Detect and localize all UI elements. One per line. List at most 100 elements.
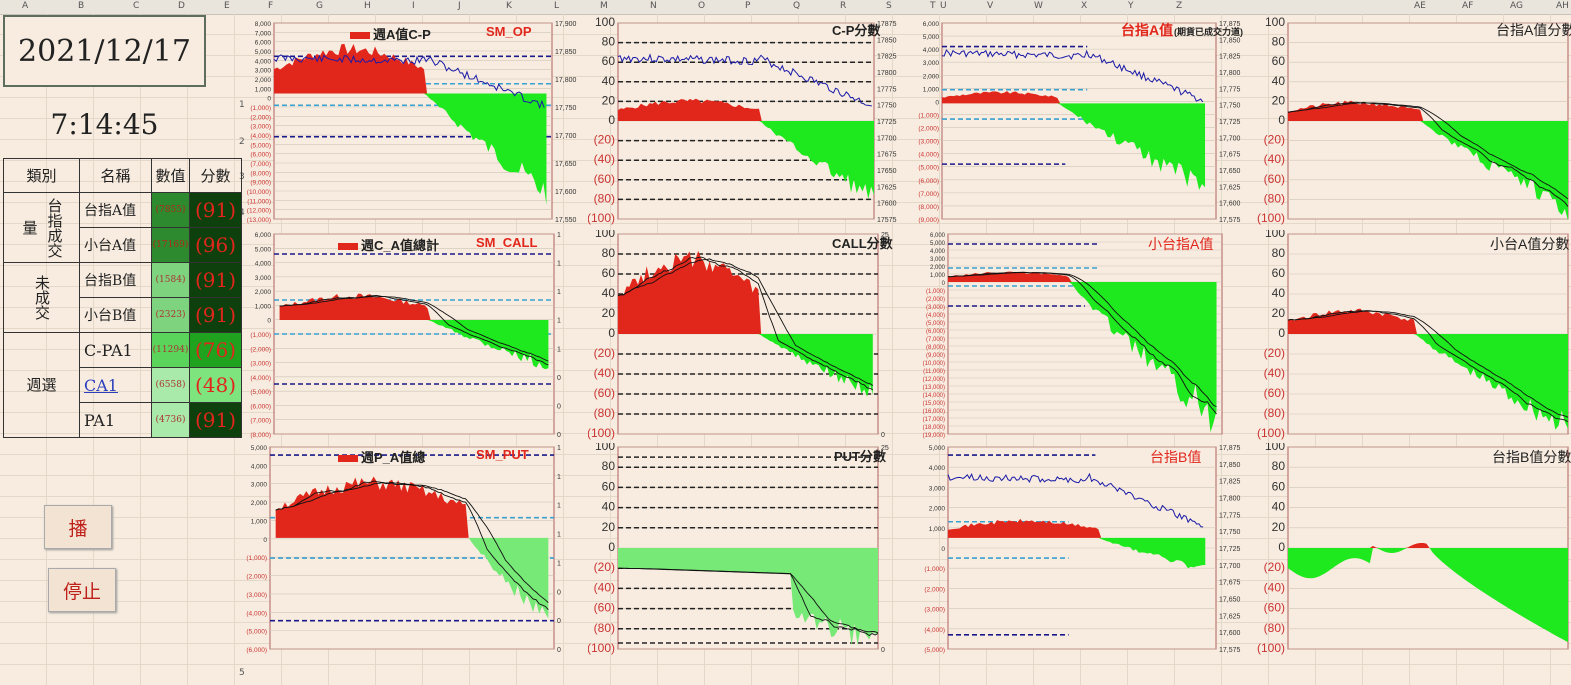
axis-tick-label: (7,000) xyxy=(918,191,939,198)
moving-average-line xyxy=(1287,310,1569,418)
axis-tick-label: 1 xyxy=(557,346,561,353)
axis-tick-label: (40) xyxy=(594,580,615,594)
axis-tick-label: (4,000) xyxy=(250,375,271,382)
axis-tick-label: (19,000) xyxy=(923,433,945,439)
axis-tick-label: 17725 xyxy=(877,119,897,126)
axis-tick-label: 17,800 xyxy=(555,77,577,84)
row-score: (91) xyxy=(189,192,242,228)
axis-tick-label: 1 xyxy=(557,532,561,539)
axis-tick-label: 40 xyxy=(1272,500,1286,514)
axis-tick-label: 40 xyxy=(602,286,616,300)
axis-tick-label: (40) xyxy=(594,366,615,380)
axis-tick-label: 20 xyxy=(1272,306,1286,320)
chart-svg: 100 80 60 40 20 0 (20) (40) (60) (80) (100) xyxy=(1257,17,1569,225)
column-header: G xyxy=(316,1,323,11)
axis-tick-label: 17,825 xyxy=(1219,479,1241,486)
row-name: 小台A值 xyxy=(79,227,152,263)
chart-svg: 6,000 5,000 4,000 3,000 2,000 1,000 0 (1,000) (2… xyxy=(250,232,561,439)
axis-tick-label: 0 xyxy=(557,432,561,439)
row-value: (6558) xyxy=(151,367,190,403)
stop-button[interactable]: 停止 xyxy=(48,568,116,612)
row-value: (2323) xyxy=(151,297,190,333)
axis-tick-label: (10,000) xyxy=(247,189,271,196)
positive-area xyxy=(948,271,1217,282)
row-name: C-PA1 xyxy=(79,332,152,368)
axis-tick-label: 4,000 xyxy=(929,465,946,472)
axis-tick-label: (11,000) xyxy=(923,369,945,375)
axis-tick-label: (9,000) xyxy=(918,217,939,224)
axis-tick-label: (2,000) xyxy=(246,574,267,581)
axis-tick-label: (1,000) xyxy=(250,105,271,112)
axis-tick-label: 17,800 xyxy=(1219,496,1241,503)
positive-area xyxy=(618,250,873,334)
axis-tick-label: (6,000) xyxy=(918,178,939,185)
tx-b-score-title: 台指B值分數 xyxy=(1492,449,1571,465)
moving-average-line xyxy=(1287,310,1569,423)
axis-tick-label: 1 xyxy=(557,289,561,296)
axis-tick-label: 80 xyxy=(602,35,616,49)
column-header: I xyxy=(412,1,415,11)
table-header-row: 類別 名稱 數值 分數 xyxy=(3,158,242,193)
axis-tick-label: 17,625 xyxy=(1219,613,1241,620)
axis-tick-label: 40 xyxy=(602,74,616,88)
play-button[interactable]: 播 xyxy=(44,505,112,549)
negative-area xyxy=(618,548,878,646)
column-header: Q xyxy=(793,1,801,11)
axis-tick-label: (4,000) xyxy=(250,133,271,140)
legend-text: 週P_A值總 xyxy=(361,450,426,465)
column-header: AF xyxy=(1462,1,1474,11)
axis-tick-label: 0 xyxy=(941,546,945,553)
cp-score-chart: 100 80 60 40 20 0 (20) (40) (60) (80) (100) 17875 17… xyxy=(588,17,908,225)
tx-a-note: (期貨已成交力道) xyxy=(1174,27,1243,37)
axis-tick-label: 1 xyxy=(557,318,561,325)
axis-tick-label: 17,875 xyxy=(1219,21,1241,28)
axis-tick-label: 5,000 xyxy=(255,49,272,56)
axis-tick-label: (12,000) xyxy=(923,377,945,383)
weekly-call-chart: 6,000 5,000 4,000 3,000 2,000 1,000 0 (1,000) (2… xyxy=(244,230,588,440)
axis-tick-label: (20) xyxy=(1264,560,1285,574)
axis-tick-label: 0 xyxy=(557,403,561,410)
moving-average-line xyxy=(947,271,1217,415)
legend-weekly-call: 週C_A值總計 xyxy=(338,235,439,254)
axis-tick-label: 100 xyxy=(595,443,615,453)
axis-tick-label: 17,575 xyxy=(1219,217,1241,224)
axis-tick-label: 17,775 xyxy=(1219,512,1241,519)
axis-tick-label: 5,000 xyxy=(255,246,272,253)
axis-tick-label: (6,000) xyxy=(250,152,271,159)
axis-tick-label: (2,000) xyxy=(918,126,939,133)
axis-tick-label: 4,000 xyxy=(255,58,272,65)
axis-tick-label: 40 xyxy=(602,500,616,514)
axis-tick-label: (4,000) xyxy=(246,610,267,617)
moving-average-line xyxy=(279,295,549,366)
chart-svg: 8,000 7,000 6,000 5,000 4,000 3,000 2,000 1,000… xyxy=(247,21,577,224)
table-row: CA1 (6558) (48) xyxy=(4,367,242,403)
moving-average-line xyxy=(617,258,874,386)
row-number: 4 xyxy=(239,208,245,218)
row-name: 小台B值 xyxy=(79,297,152,333)
axis-tick-label: 0 xyxy=(942,281,946,287)
axis-tick-label: (80) xyxy=(594,621,615,635)
row-score: (91) xyxy=(189,402,242,438)
axis-tick-label: 0 xyxy=(557,647,561,654)
axis-tick-label: 17,725 xyxy=(1219,546,1241,553)
axis-tick-label: 4,000 xyxy=(255,261,272,268)
positive-area xyxy=(279,293,549,320)
axis-tick-label: 1 xyxy=(557,474,561,481)
negative-area xyxy=(948,537,1206,569)
legend-swatch xyxy=(350,32,370,40)
axis-tick-label: (2,000) xyxy=(250,114,271,121)
axis-tick-label: 20 xyxy=(602,93,616,107)
axis-tick-label: 0 xyxy=(267,96,271,103)
ca1-link[interactable]: CA1 xyxy=(79,367,152,403)
axis-tick-label: (3,000) xyxy=(926,305,945,311)
moving-average-line xyxy=(275,480,549,610)
axis-tick-label: 3,000 xyxy=(929,485,946,492)
axis-tick-label: 0 xyxy=(1278,540,1285,554)
axis-tick-label: (5,000) xyxy=(926,321,945,327)
axis-tick-label: 3,000 xyxy=(255,275,272,282)
axis-tick-label: 80 xyxy=(602,246,616,260)
column-header-bar: A B C D E F G H I J K L M N O P Q R S T U V W X Y Z AE AF AG AH xyxy=(0,0,1571,15)
legend-swatch xyxy=(338,243,358,251)
weekly-cp-chart: 8,000 7,000 6,000 5,000 4,000 3,000 2,000 1,000… xyxy=(244,17,588,225)
moving-average-line xyxy=(1287,101,1569,207)
